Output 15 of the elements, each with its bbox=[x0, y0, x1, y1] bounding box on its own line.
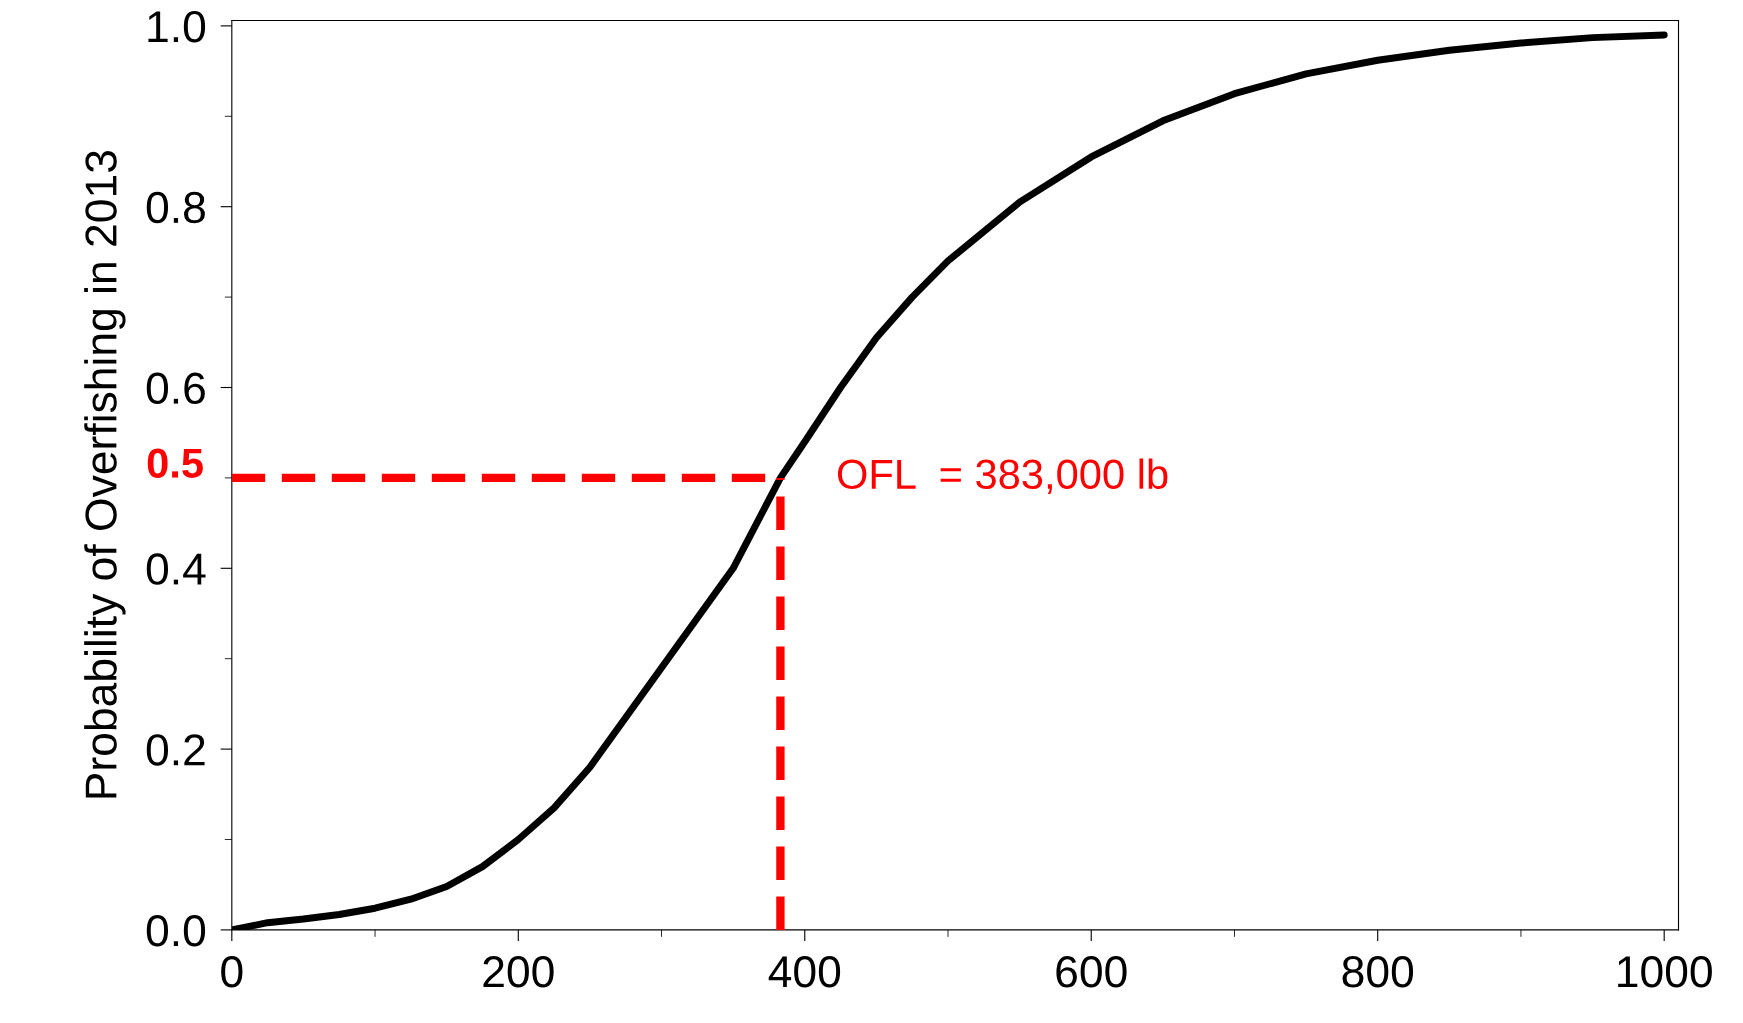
y-tick-label: 0.6 bbox=[146, 372, 205, 405]
y-tick-label: 0.8 bbox=[146, 191, 205, 224]
x-tick-label: 800 bbox=[1342, 956, 1414, 988]
y-tick-label: 0.0 bbox=[146, 914, 206, 947]
x-tick-label: 600 bbox=[1056, 956, 1127, 988]
annotation: OFL = 383,000 lb bbox=[837, 458, 1168, 494]
x-tick-label: 1000 bbox=[1618, 956, 1712, 988]
y-tick-label: 0.2 bbox=[146, 734, 205, 766]
y-axis-title: Probability of Overfishing in 2013 bbox=[84, 151, 126, 798]
y-tick-label: 1.0 bbox=[148, 10, 206, 43]
y-tick-label: 0.4 bbox=[146, 553, 206, 585]
ref-line-label: 0.5 bbox=[147, 448, 203, 478]
x-tick-label: 400 bbox=[768, 956, 841, 988]
x-tick-label: 0 bbox=[221, 956, 243, 988]
x-tick-label: 200 bbox=[483, 956, 554, 988]
